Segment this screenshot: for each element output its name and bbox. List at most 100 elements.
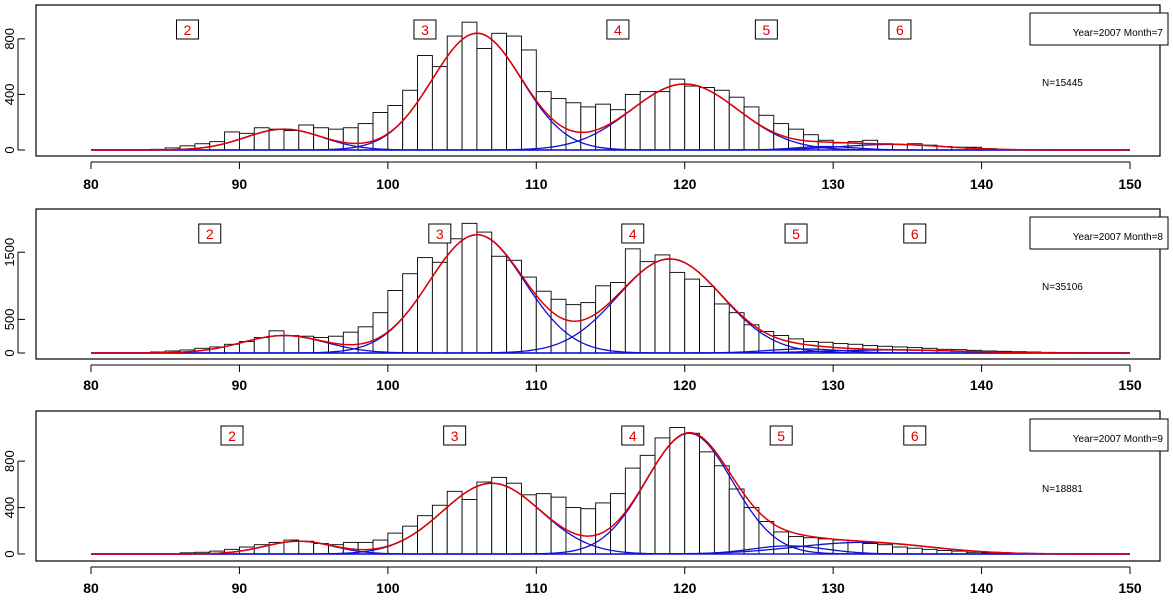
legend-text: Year=2007 Month=7 xyxy=(1073,28,1164,39)
histogram-bar xyxy=(283,335,300,354)
histogram-bar xyxy=(402,525,418,555)
histogram-bar xyxy=(699,286,715,354)
total-fit-curve xyxy=(91,431,1130,555)
histogram-bar xyxy=(713,89,730,151)
x-tick-label: 80 xyxy=(83,580,99,596)
histogram-bar xyxy=(446,238,463,354)
histogram-bar xyxy=(402,273,418,354)
age-label-box xyxy=(621,223,645,244)
age-label-box xyxy=(428,223,452,244)
histogram-bar xyxy=(535,493,552,555)
x-tick-label: 110 xyxy=(525,377,548,393)
age-class-label: 2 xyxy=(206,226,214,242)
histogram-bar xyxy=(892,546,908,555)
histogram-bar xyxy=(906,547,923,555)
legend-box xyxy=(1029,12,1169,46)
x-tick-label: 120 xyxy=(673,377,697,393)
histogram-bar xyxy=(595,285,611,354)
histogram-bar xyxy=(713,303,730,354)
y-tick-label: 400 xyxy=(2,497,17,519)
age-class-label: 3 xyxy=(451,428,459,444)
histogram-bar xyxy=(877,544,893,555)
histogram-bar xyxy=(506,35,522,151)
x-tick-label: 140 xyxy=(970,580,994,596)
x-tick-label: 90 xyxy=(232,377,248,393)
x-tick-label: 150 xyxy=(1118,176,1142,192)
total-fit-curve xyxy=(91,32,1130,151)
histogram-bar xyxy=(624,93,641,151)
age-class-label: 2 xyxy=(228,428,236,444)
histogram-bar xyxy=(491,255,508,354)
x-tick-label: 130 xyxy=(821,580,845,596)
histogram-bar xyxy=(669,78,686,151)
x-tick-label: 100 xyxy=(376,176,400,192)
plot-frame xyxy=(35,4,1161,157)
x-tick-label: 90 xyxy=(232,176,248,192)
y-tick-label: 800 xyxy=(2,28,17,50)
histogram-bar xyxy=(921,548,938,555)
histogram-bar xyxy=(417,55,433,151)
age-label-box xyxy=(198,223,222,244)
histogram-bar xyxy=(565,304,582,354)
histogram-bar xyxy=(253,337,270,354)
sample-size-text: N=15445 xyxy=(1042,78,1083,89)
y-tick-label: 0 xyxy=(2,550,17,557)
histogram-bar xyxy=(417,257,433,354)
x-tick-label: 150 xyxy=(1118,377,1142,393)
histogram-panel: 0 500 1500 80 90 100 110 120 130 140 150 2 3 4 5 6 Year=… xyxy=(2,208,1169,393)
plot-frame xyxy=(35,208,1161,360)
legend-text: Year=2007 Month=9 xyxy=(1073,434,1164,445)
histogram-bar xyxy=(476,231,493,354)
histogram-bar xyxy=(639,91,656,151)
histogram-bar xyxy=(699,87,715,151)
total-fit-curve xyxy=(91,233,1130,354)
histogram-bar xyxy=(298,124,315,151)
age-label-box xyxy=(606,19,630,40)
histogram-bar xyxy=(431,504,448,555)
x-tick-label: 120 xyxy=(673,580,697,596)
histogram-bar xyxy=(431,66,448,151)
age-class-label: 4 xyxy=(629,226,637,242)
histogram-bar xyxy=(624,248,641,354)
x-tick-label: 100 xyxy=(376,377,400,393)
age-class-label: 5 xyxy=(762,22,770,38)
histogram-bar xyxy=(684,278,701,354)
age-label-box xyxy=(754,19,778,40)
y-tick-label: 500 xyxy=(2,309,17,331)
histogram-panel: 0 400 800 80 90 100 110 120 130 140 150 2 3 4 5 6 Year=2… xyxy=(2,410,1169,596)
histogram-bar xyxy=(669,271,686,354)
histogram-bar xyxy=(283,130,300,151)
age-class-label: 4 xyxy=(614,22,622,38)
age-label-box xyxy=(175,19,199,40)
histogram-bar xyxy=(461,21,478,151)
histogram-bar xyxy=(402,89,418,151)
x-tick-label: 130 xyxy=(821,176,845,192)
age-label-box xyxy=(903,223,927,244)
age-label-box xyxy=(784,223,808,244)
histogram-bar xyxy=(773,531,790,555)
plot-frame xyxy=(35,410,1161,562)
age-label-box xyxy=(903,425,927,446)
y-tick-label: 1500 xyxy=(2,238,17,267)
x-tick-label: 140 xyxy=(970,377,994,393)
histogram-bar xyxy=(298,540,315,555)
histogram-bar xyxy=(535,290,552,354)
histogram-bar xyxy=(610,282,626,354)
age-class-label: 5 xyxy=(792,226,800,242)
histogram-bar xyxy=(268,128,285,151)
age-class-label: 2 xyxy=(184,22,192,38)
histogram-bar xyxy=(743,106,760,151)
legend-text: Year=2007 Month=8 xyxy=(1073,232,1164,243)
x-tick-label: 130 xyxy=(821,377,845,393)
histogram-bar xyxy=(728,312,745,354)
x-tick-label: 120 xyxy=(673,176,697,192)
x-tick-label: 90 xyxy=(232,580,248,596)
age-label-box xyxy=(413,19,437,40)
histogram-bar xyxy=(476,48,493,151)
histogram-bar xyxy=(476,481,493,555)
histogram-bar xyxy=(699,451,715,555)
histogram-bar xyxy=(743,507,760,555)
histogram-bar xyxy=(654,91,671,151)
age-label-box xyxy=(769,425,793,446)
legend-box xyxy=(1029,418,1169,452)
